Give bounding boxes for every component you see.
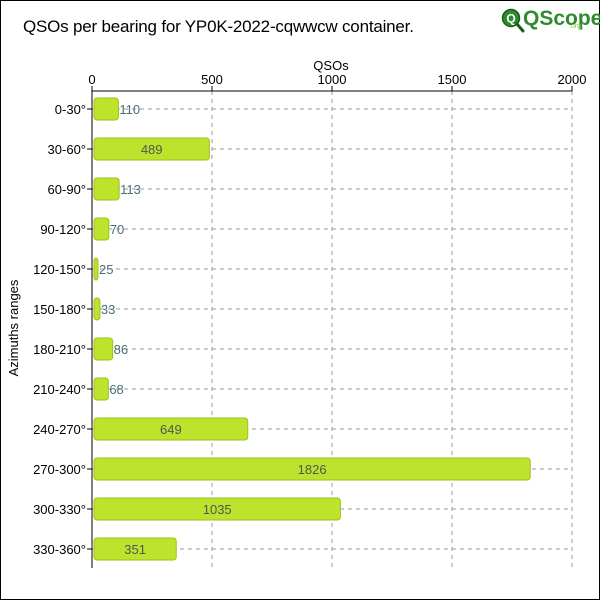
bar — [93, 537, 177, 561]
x-tick-label: 1000 — [318, 72, 347, 87]
x-axis-label: QSOs — [313, 58, 349, 73]
value-label: 649 — [160, 422, 182, 437]
x-tick-label: 0 — [88, 72, 95, 87]
value-label: 1035 — [203, 502, 232, 517]
bar — [93, 177, 120, 201]
category-label: 30-60° — [48, 142, 86, 157]
bar — [93, 457, 531, 481]
category-label: 270-300° — [33, 462, 86, 477]
bar — [93, 97, 119, 121]
y-axis-label: Azimuths ranges — [6, 279, 21, 376]
category-label: 0-30° — [55, 102, 86, 117]
bar — [93, 257, 99, 281]
bars: 110 489 113 70 25 33 86 68 649 1826 1035 351 — [93, 97, 531, 561]
value-label: 110 — [119, 102, 140, 117]
value-label: 86 — [114, 342, 128, 357]
bar — [93, 217, 110, 241]
value-label: 1826 — [298, 462, 327, 477]
qscope-logo: Q QScope .org — [501, 6, 600, 36]
grid-lines — [92, 91, 573, 568]
bar — [93, 497, 341, 521]
svg-text:Q: Q — [506, 12, 515, 26]
category-label: 330-360° — [33, 542, 86, 557]
category-label: 300-330° — [33, 502, 86, 517]
bar — [93, 417, 249, 441]
value-label: 70 — [110, 222, 124, 237]
x-tick-label: 2000 — [558, 72, 587, 87]
bar — [93, 297, 101, 321]
value-label: 33 — [101, 302, 115, 317]
value-label: 351 — [124, 542, 146, 557]
value-label: 25 — [99, 262, 113, 277]
axes: 0 500 1000 1500 2000 0-30° 30-60° 60-90° 90-120°… — [33, 72, 586, 568]
x-tick-label: 500 — [201, 72, 223, 87]
value-label: 68 — [109, 382, 123, 397]
logo-domain: .org — [569, 23, 582, 30]
bar — [93, 377, 109, 401]
category-label: 60-90° — [48, 182, 86, 197]
category-label: 120-150° — [33, 262, 86, 277]
category-label: 240-270° — [33, 422, 86, 437]
value-label: 113 — [120, 182, 141, 197]
category-label: 210-240° — [33, 382, 86, 397]
category-label: 90-120° — [40, 222, 86, 237]
bar — [93, 337, 114, 361]
bar — [93, 137, 210, 161]
x-tick-label: 1500 — [438, 72, 467, 87]
value-label: 489 — [141, 142, 163, 157]
chart-title: QSOs per bearing for YP0K-2022-cqwwcw co… — [23, 17, 414, 36]
magnifier-q-icon: Q — [501, 8, 525, 33]
category-label: 150-180° — [33, 302, 86, 317]
logo-text: QScope — [523, 7, 600, 30]
category-label: 180-210° — [33, 342, 86, 357]
